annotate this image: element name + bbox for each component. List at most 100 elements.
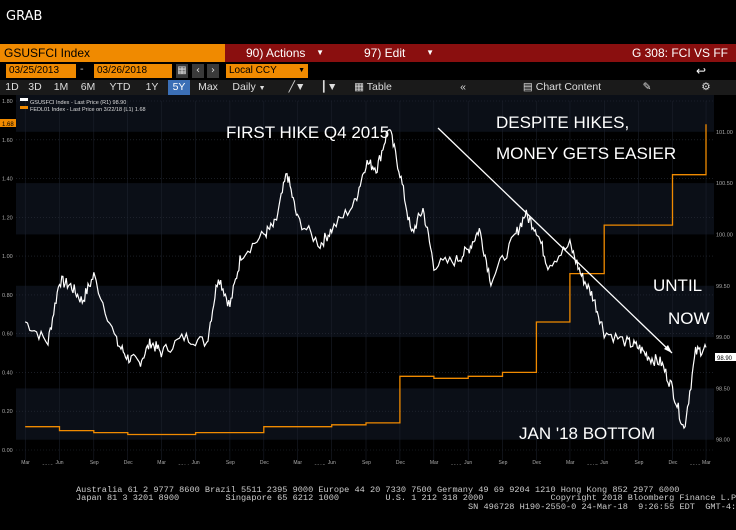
window-title: GRAB bbox=[6, 9, 43, 24]
right-tick-label: 100.50 bbox=[716, 181, 733, 187]
right-tick-label: 101.00 bbox=[716, 130, 733, 136]
right-last-value-box bbox=[715, 353, 736, 361]
year-tick-label: 2014 bbox=[178, 465, 189, 466]
right-axis-ticks: 98.00 98.50 99.00 99.50 100.00 100.50 101.00 bbox=[716, 130, 733, 444]
x-tick-label: Dec bbox=[260, 460, 269, 465]
collapse-icon[interactable]: « bbox=[460, 81, 466, 93]
series-gsusfci-line bbox=[24, 129, 707, 430]
annotation-until: UNTIL bbox=[653, 276, 702, 295]
left-tick-label: 0.40 bbox=[2, 370, 13, 376]
left-tick-label: 1.60 bbox=[2, 138, 13, 144]
x-tick-label: Dec bbox=[532, 460, 541, 465]
x-tick-label: Sep bbox=[498, 460, 507, 465]
period-3d[interactable]: 3D bbox=[28, 81, 42, 93]
period-1m[interactable]: 1M bbox=[53, 81, 69, 93]
shaded-bands bbox=[16, 80, 714, 440]
legend-swatch-fci bbox=[20, 98, 28, 101]
bar-style-icon[interactable]: ┃▼ bbox=[320, 81, 338, 93]
period-ytd[interactable]: YTD bbox=[109, 81, 131, 93]
chart-content-button[interactable]: ▤ Chart Content bbox=[512, 80, 612, 95]
right-tick-label: 98.00 bbox=[716, 438, 730, 444]
gear-icon[interactable]: ⚙ bbox=[701, 81, 711, 93]
band bbox=[16, 183, 714, 235]
start-date-input[interactable]: 03/25/2013 bbox=[6, 64, 76, 78]
chevron-down-icon: ▼ bbox=[426, 48, 434, 57]
year-tick-label: 2015 bbox=[314, 465, 325, 466]
period-bar: 1D 3D 1M 6M YTD 1Y 5Y Max Daily ▼ ╱▼ ┃▼ … bbox=[0, 80, 736, 95]
date-range-bar: 03/25/2013 - 03/26/2018 ▦ ‹ › Local CCY … bbox=[0, 63, 736, 79]
x-tick-label: Sep bbox=[90, 460, 99, 465]
right-last-value: 98.90 bbox=[717, 356, 733, 362]
chart-content-icon: ▤ bbox=[522, 81, 533, 93]
year-tick-label: 2016 bbox=[451, 465, 462, 466]
year-tick-label: 2013 bbox=[42, 465, 53, 466]
x-tick-label: Dec bbox=[668, 460, 677, 465]
table-button[interactable]: ▦ Table bbox=[348, 80, 398, 95]
ticker-field[interactable]: GSUSFCI Index bbox=[0, 44, 225, 62]
gridlines bbox=[16, 100, 714, 460]
legend: GSUSFCI Index - Last Price (R1) 98.90 FE… bbox=[20, 98, 146, 113]
legend-swatch-ff bbox=[20, 106, 28, 109]
period-5y[interactable]: 5Y bbox=[168, 80, 190, 95]
right-tick-label: 98.50 bbox=[716, 386, 730, 392]
left-tick-label: 1.20 bbox=[2, 215, 13, 221]
left-tick-label: 0.00 bbox=[2, 448, 13, 454]
actions-menu[interactable]: 90) Actions ▼ bbox=[232, 44, 328, 62]
left-last-value-box bbox=[0, 119, 16, 127]
period-1d[interactable]: 1D bbox=[5, 81, 19, 93]
window-titlebar: GRAB bbox=[0, 0, 736, 40]
x-tick-label: Mar bbox=[157, 460, 166, 465]
x-tick-label: Dec bbox=[124, 460, 133, 465]
calendar-icon[interactable]: ▦ bbox=[176, 64, 188, 78]
chart-area: 0.00 0.20 0.40 0.60 0.80 1.00 1.20 1.40 1.60 1.80… bbox=[0, 80, 736, 471]
period-6m[interactable]: 6M bbox=[80, 81, 96, 93]
end-date-input[interactable]: 03/26/2018 bbox=[94, 64, 172, 78]
frequency-select[interactable]: Daily ▼ bbox=[226, 80, 272, 95]
x-tick-label: Jun bbox=[328, 460, 336, 465]
left-tick-label: 1.00 bbox=[2, 254, 13, 260]
x-tick-label: Jun bbox=[56, 460, 64, 465]
x-tick-label: Jun bbox=[600, 460, 608, 465]
left-tick-label: 0.60 bbox=[2, 332, 13, 338]
next-icon[interactable]: › bbox=[207, 64, 219, 78]
x-tick-label: Mar bbox=[430, 460, 439, 465]
left-tick-label: 0.20 bbox=[2, 409, 13, 415]
edit-menu[interactable]: 97) Edit ▼ bbox=[334, 44, 438, 62]
footer-line-1: Australia 61 2 9777 8600 Brazil 5511 239… bbox=[76, 485, 680, 495]
edit-label: 97) Edit bbox=[364, 46, 406, 60]
annotation-first-hike: FIRST HIKE Q4 2015 bbox=[226, 123, 389, 142]
left-last-value: 1.68 bbox=[2, 122, 14, 128]
x-tick-label: Mar bbox=[566, 460, 575, 465]
left-tick-label: 0.80 bbox=[2, 293, 13, 299]
table-label: Table bbox=[366, 81, 392, 93]
x-tick-label: Jun bbox=[464, 460, 472, 465]
chevron-down-icon: ▼ bbox=[298, 67, 305, 74]
edit-icon[interactable]: ✎ bbox=[642, 81, 652, 93]
left-tick-label: 1.80 bbox=[2, 99, 13, 105]
fci-vs-ff-chart: 0.00 0.20 0.40 0.60 0.80 1.00 1.20 1.40 1.60 1.80… bbox=[0, 80, 736, 471]
annotation-despite-hikes: DESPITE HIKES, bbox=[496, 113, 629, 132]
series-fedl01-line bbox=[25, 124, 707, 436]
period-max[interactable]: Max bbox=[198, 81, 218, 93]
undo-icon[interactable]: ↩ bbox=[696, 64, 707, 78]
footer-line-3: SN 496728 H190-2550-0 24-Mar-18 9:26:55 … bbox=[468, 502, 736, 512]
x-tick-label: Mar bbox=[702, 460, 711, 465]
band bbox=[16, 388, 714, 440]
currency-select[interactable]: Local CCY ▼ bbox=[226, 64, 308, 78]
period-1y[interactable]: 1Y bbox=[145, 81, 159, 93]
trend-arrow bbox=[437, 127, 673, 354]
x-tick-label: Mar bbox=[293, 460, 302, 465]
line-chart-icon[interactable]: ╱▼ bbox=[288, 81, 306, 93]
date-separator: - bbox=[80, 64, 84, 75]
year-tick-label: 2018 bbox=[690, 465, 701, 466]
actions-label: 90) Actions bbox=[246, 46, 306, 60]
command-bar: GSUSFCI Index 90) Actions ▼ 97) Edit ▼ G… bbox=[0, 44, 736, 62]
legend-entry-fci: GSUSFCI Index - Last Price (R1) 98.90 bbox=[30, 100, 126, 106]
right-tick-label: 99.50 bbox=[716, 284, 730, 290]
x-tick-label: Sep bbox=[635, 460, 644, 465]
prev-icon[interactable]: ‹ bbox=[192, 64, 204, 78]
x-axis-ticks: Mar Jun Sep Dec Mar Jun Sep Dec Mar Jun Sep Dec Mar J… bbox=[21, 460, 711, 471]
year-tick-label: 2017 bbox=[587, 465, 598, 466]
annotation-now: NOW bbox=[668, 309, 710, 328]
footer: Australia 61 2 9777 8600 Brazil 5511 239… bbox=[0, 486, 736, 530]
